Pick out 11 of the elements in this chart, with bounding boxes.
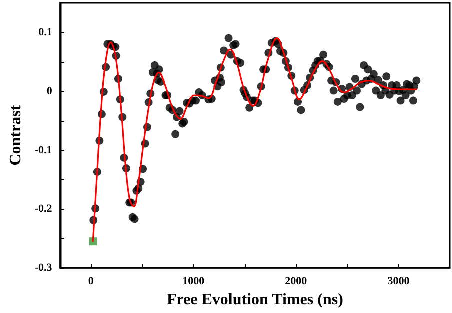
x-tick-label: 3000 <box>388 276 410 288</box>
y-tick-label: -0.3 <box>34 262 53 274</box>
y-tick-label: -0.2 <box>34 203 53 216</box>
y-tick-label: -0.1 <box>34 144 52 156</box>
y-tick-label: 0.1 <box>38 26 52 38</box>
x-tick-label: 0 <box>88 276 94 288</box>
x-axis-title: Free Evolution Times (ns) <box>166 292 344 308</box>
y-axis-title: Contrast <box>8 104 24 166</box>
x-tick-label: 1000 <box>182 276 206 288</box>
y-tick-label: 0 <box>46 85 53 98</box>
x-tick-label: 2000 <box>285 276 308 288</box>
